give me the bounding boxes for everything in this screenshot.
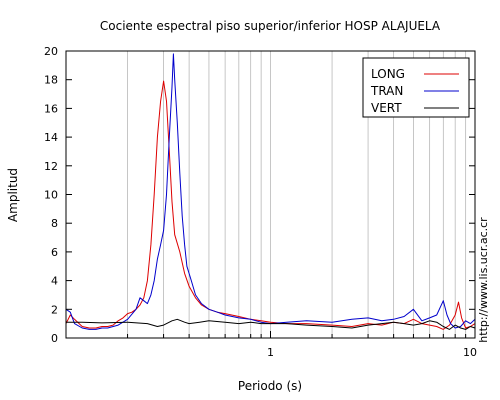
chart-title: Cociente espectral piso superior/inferio… xyxy=(100,19,441,33)
series-line-tran xyxy=(65,53,476,330)
y-tick-label-16: 16 xyxy=(44,102,58,115)
grid xyxy=(127,51,467,338)
legend: LONG TRAN VERT xyxy=(362,57,470,118)
legend-label-vert: VERT xyxy=(371,101,402,115)
website-url-text: http://www.lis.ucr.ac.cr xyxy=(477,217,490,343)
y-axis-label: Amplitud xyxy=(6,168,20,222)
y-tick-label-18: 18 xyxy=(44,74,58,87)
x-tick-label-1: 1 xyxy=(267,346,274,359)
y-tick-label-4: 4 xyxy=(51,275,58,288)
y-tick-label-12: 12 xyxy=(44,160,58,173)
legend-label-tran: TRAN xyxy=(370,84,403,98)
x-axis-label: Periodo (s) xyxy=(238,379,302,393)
y-tick-label-20: 20 xyxy=(44,45,58,58)
series-line-long xyxy=(65,80,476,330)
legend-box xyxy=(362,57,470,118)
y-tick-label-14: 14 xyxy=(44,131,58,144)
y-tick-label-8: 8 xyxy=(51,217,58,230)
y-tick-label-6: 6 xyxy=(51,246,58,259)
y-tick-label-2: 2 xyxy=(51,303,58,316)
y-tick-label-10: 10 xyxy=(44,189,58,202)
y-tick-label-0: 0 xyxy=(51,332,58,345)
series-line-vert xyxy=(66,318,476,330)
legend-label-long: LONG xyxy=(371,67,405,81)
series-layer xyxy=(65,53,476,330)
axis-ticks: 0 2 4 6 8 10 12 14 16 18 20 1 10 xyxy=(44,45,477,359)
x-tick-label-10: 10 xyxy=(463,346,477,359)
